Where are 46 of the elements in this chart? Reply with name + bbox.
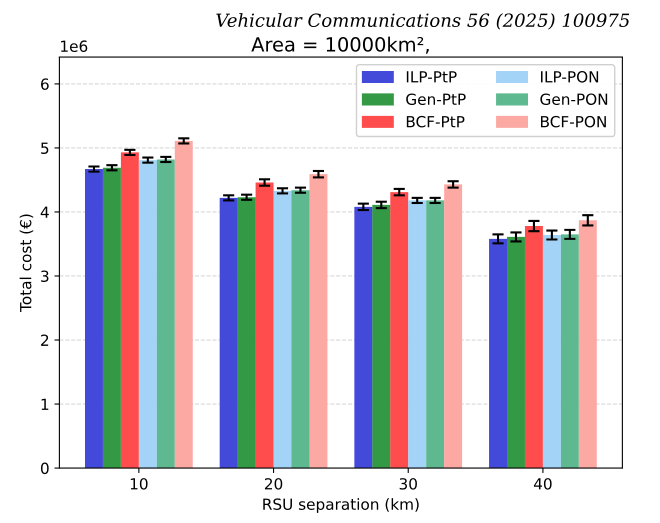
legend-label: BCF-PON [541, 116, 606, 128]
legend-label: ILP-PON [541, 71, 598, 83]
bar [274, 190, 292, 468]
bar [256, 182, 274, 468]
x-tick-label: 40 [534, 478, 552, 490]
bar [84, 169, 103, 468]
bar [309, 174, 328, 468]
bar [426, 200, 444, 468]
y-tick-label: 6 [41, 78, 49, 90]
y-tick-label: 3 [41, 270, 48, 282]
x-tick-label: 30 [400, 478, 417, 490]
bar [156, 159, 175, 468]
bar [138, 160, 157, 468]
bar [524, 226, 543, 468]
legend-label: Gen-PON [540, 93, 608, 106]
bar [102, 168, 121, 468]
bar [174, 140, 193, 468]
bar [489, 238, 507, 468]
bar [560, 234, 579, 468]
bar [372, 204, 390, 468]
chart-title: Area = 10000km², [251, 36, 429, 54]
bar [292, 190, 310, 468]
bar [354, 206, 372, 468]
legend-label: Gen-PtP [406, 93, 466, 106]
text: Vehicular Communications 56 (2025) 100975 [216, 13, 630, 30]
bar [408, 200, 426, 468]
x-tick-label: 20 [264, 478, 282, 490]
text: 1e6 [61, 40, 88, 52]
bar [390, 192, 408, 468]
bar [578, 220, 597, 468]
y-tick-label: 1 [42, 398, 48, 410]
y-tick-label: 2 [41, 334, 48, 346]
bar [507, 236, 525, 468]
bar [120, 152, 139, 468]
legend-label: BCF-PtP [406, 116, 464, 128]
y-tick-label: 0 [40, 462, 49, 474]
bar [238, 197, 256, 468]
x-axis-title: RSU separation (km) [263, 498, 419, 513]
y-tick-label: 5 [41, 142, 48, 154]
x-tick-label: 10 [130, 478, 148, 490]
bar [542, 235, 561, 468]
y-axis-title: Total cost (€) [20, 214, 34, 312]
bar [444, 184, 462, 468]
bar [220, 198, 238, 468]
y-tick-label: 4 [40, 206, 49, 218]
legend-label: ILP-PtP [406, 71, 457, 82]
